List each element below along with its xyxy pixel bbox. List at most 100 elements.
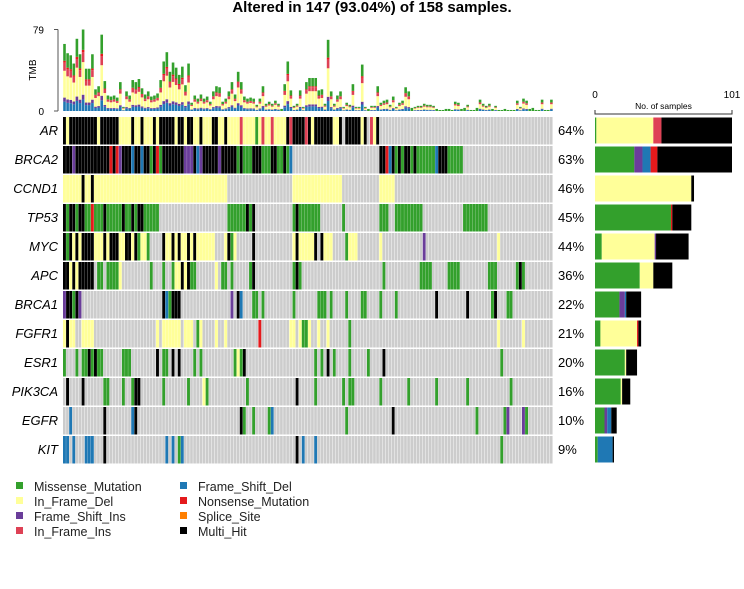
tmb-bar-segment — [140, 94, 144, 98]
cell-empty — [435, 262, 438, 290]
cell-mutation — [146, 233, 150, 261]
cell-empty — [317, 146, 320, 174]
cell-mutation — [137, 117, 141, 145]
tmb-bar-segment — [314, 86, 318, 88]
cell-mutation — [162, 320, 166, 348]
tmb-bar-segment — [243, 100, 246, 103]
cell-mutation — [342, 378, 346, 406]
tmb-bar-segment — [230, 105, 234, 107]
cell-empty — [149, 436, 153, 464]
cell-empty — [152, 291, 156, 319]
cell-empty — [422, 291, 426, 319]
cell-mutation — [118, 262, 122, 290]
tmb-bar-segment — [230, 82, 234, 90]
tmb-bar-segment — [187, 104, 190, 111]
cell-mutation — [317, 320, 321, 348]
tmb-bar-segment — [134, 90, 138, 94]
cell-empty — [428, 291, 432, 319]
cell-empty — [512, 291, 516, 319]
cell-empty — [394, 349, 398, 377]
tmb-bar-segment — [484, 107, 488, 108]
cell-empty — [221, 349, 224, 377]
cell-empty — [193, 204, 196, 232]
cell-empty — [190, 291, 193, 319]
cell-empty — [413, 349, 417, 377]
cell-empty — [357, 175, 361, 203]
cell-empty — [475, 233, 479, 261]
cell-mutation — [267, 146, 271, 174]
tmb-bar-segment — [522, 108, 525, 110]
cell-empty — [261, 262, 265, 290]
cell-empty — [143, 262, 147, 290]
cell-empty — [388, 320, 392, 348]
tmb-bar-segment — [339, 96, 342, 100]
cell-empty — [469, 117, 472, 145]
cell-empty — [146, 436, 150, 464]
cell-empty — [264, 262, 268, 290]
cell-mutation — [199, 146, 203, 174]
tmb-bar-segment — [531, 107, 535, 111]
tmb-bar-segment — [478, 104, 482, 109]
cell-mutation — [230, 233, 234, 261]
cell-empty — [528, 291, 531, 319]
cell-empty — [292, 146, 296, 174]
tmb-bar-segment — [184, 85, 187, 92]
cell-mutation — [314, 204, 318, 232]
tmb-bar-segment — [215, 96, 218, 107]
cell-empty — [332, 262, 336, 290]
tmb-bar-segment — [156, 98, 159, 101]
cell-mutation — [72, 233, 76, 261]
cell-empty — [444, 233, 448, 261]
cell-empty — [435, 175, 438, 203]
cell-mutation — [379, 175, 383, 203]
cell-empty — [115, 436, 119, 464]
cell-empty — [273, 407, 277, 435]
cell-mutation — [425, 146, 429, 174]
tmb-bar-segment — [196, 98, 200, 102]
cell-empty — [348, 262, 351, 290]
cell-empty — [419, 407, 423, 435]
cell-empty — [227, 291, 231, 319]
cell-empty — [81, 291, 85, 319]
cell-mutation — [165, 320, 169, 348]
cell-empty — [218, 407, 221, 435]
gene-row-pik3ca — [63, 378, 553, 406]
cell-empty — [428, 407, 432, 435]
tmb-bar-segment — [326, 96, 330, 102]
cell-empty — [401, 349, 404, 377]
cell-empty — [419, 175, 423, 203]
cell-empty — [339, 378, 342, 406]
cell-empty — [506, 146, 510, 174]
cell-mutation — [66, 175, 70, 203]
cell-empty — [543, 262, 547, 290]
cell-empty — [199, 204, 203, 232]
tmb-bar — [146, 91, 150, 111]
cell-empty — [233, 320, 237, 348]
cell-empty — [494, 204, 497, 232]
tmb-bar — [478, 99, 482, 111]
cell-mutation — [66, 146, 70, 174]
tmb-bar — [382, 100, 386, 111]
tmb-bar — [199, 94, 203, 111]
cell-empty — [118, 407, 122, 435]
cell-empty — [156, 233, 159, 261]
cell-empty — [478, 262, 482, 290]
cell-mutation — [131, 233, 135, 261]
cell-mutation — [286, 146, 290, 174]
cell-empty — [500, 175, 503, 203]
cell-mutation — [351, 378, 355, 406]
cell-empty — [298, 146, 302, 174]
cell-empty — [363, 204, 367, 232]
cell-mutation — [270, 407, 274, 435]
cell-empty — [475, 436, 479, 464]
cell-mutation — [84, 146, 88, 174]
tmb-bar-segment — [165, 75, 169, 100]
cell-empty — [258, 262, 262, 290]
cell-mutation — [134, 204, 138, 232]
cell-mutation — [292, 175, 296, 203]
tmb-bar-segment — [168, 87, 172, 104]
tmb-bar — [72, 63, 76, 111]
cell-empty — [242, 262, 246, 290]
tmb-bar-segment — [239, 93, 243, 106]
cell-empty — [261, 436, 265, 464]
